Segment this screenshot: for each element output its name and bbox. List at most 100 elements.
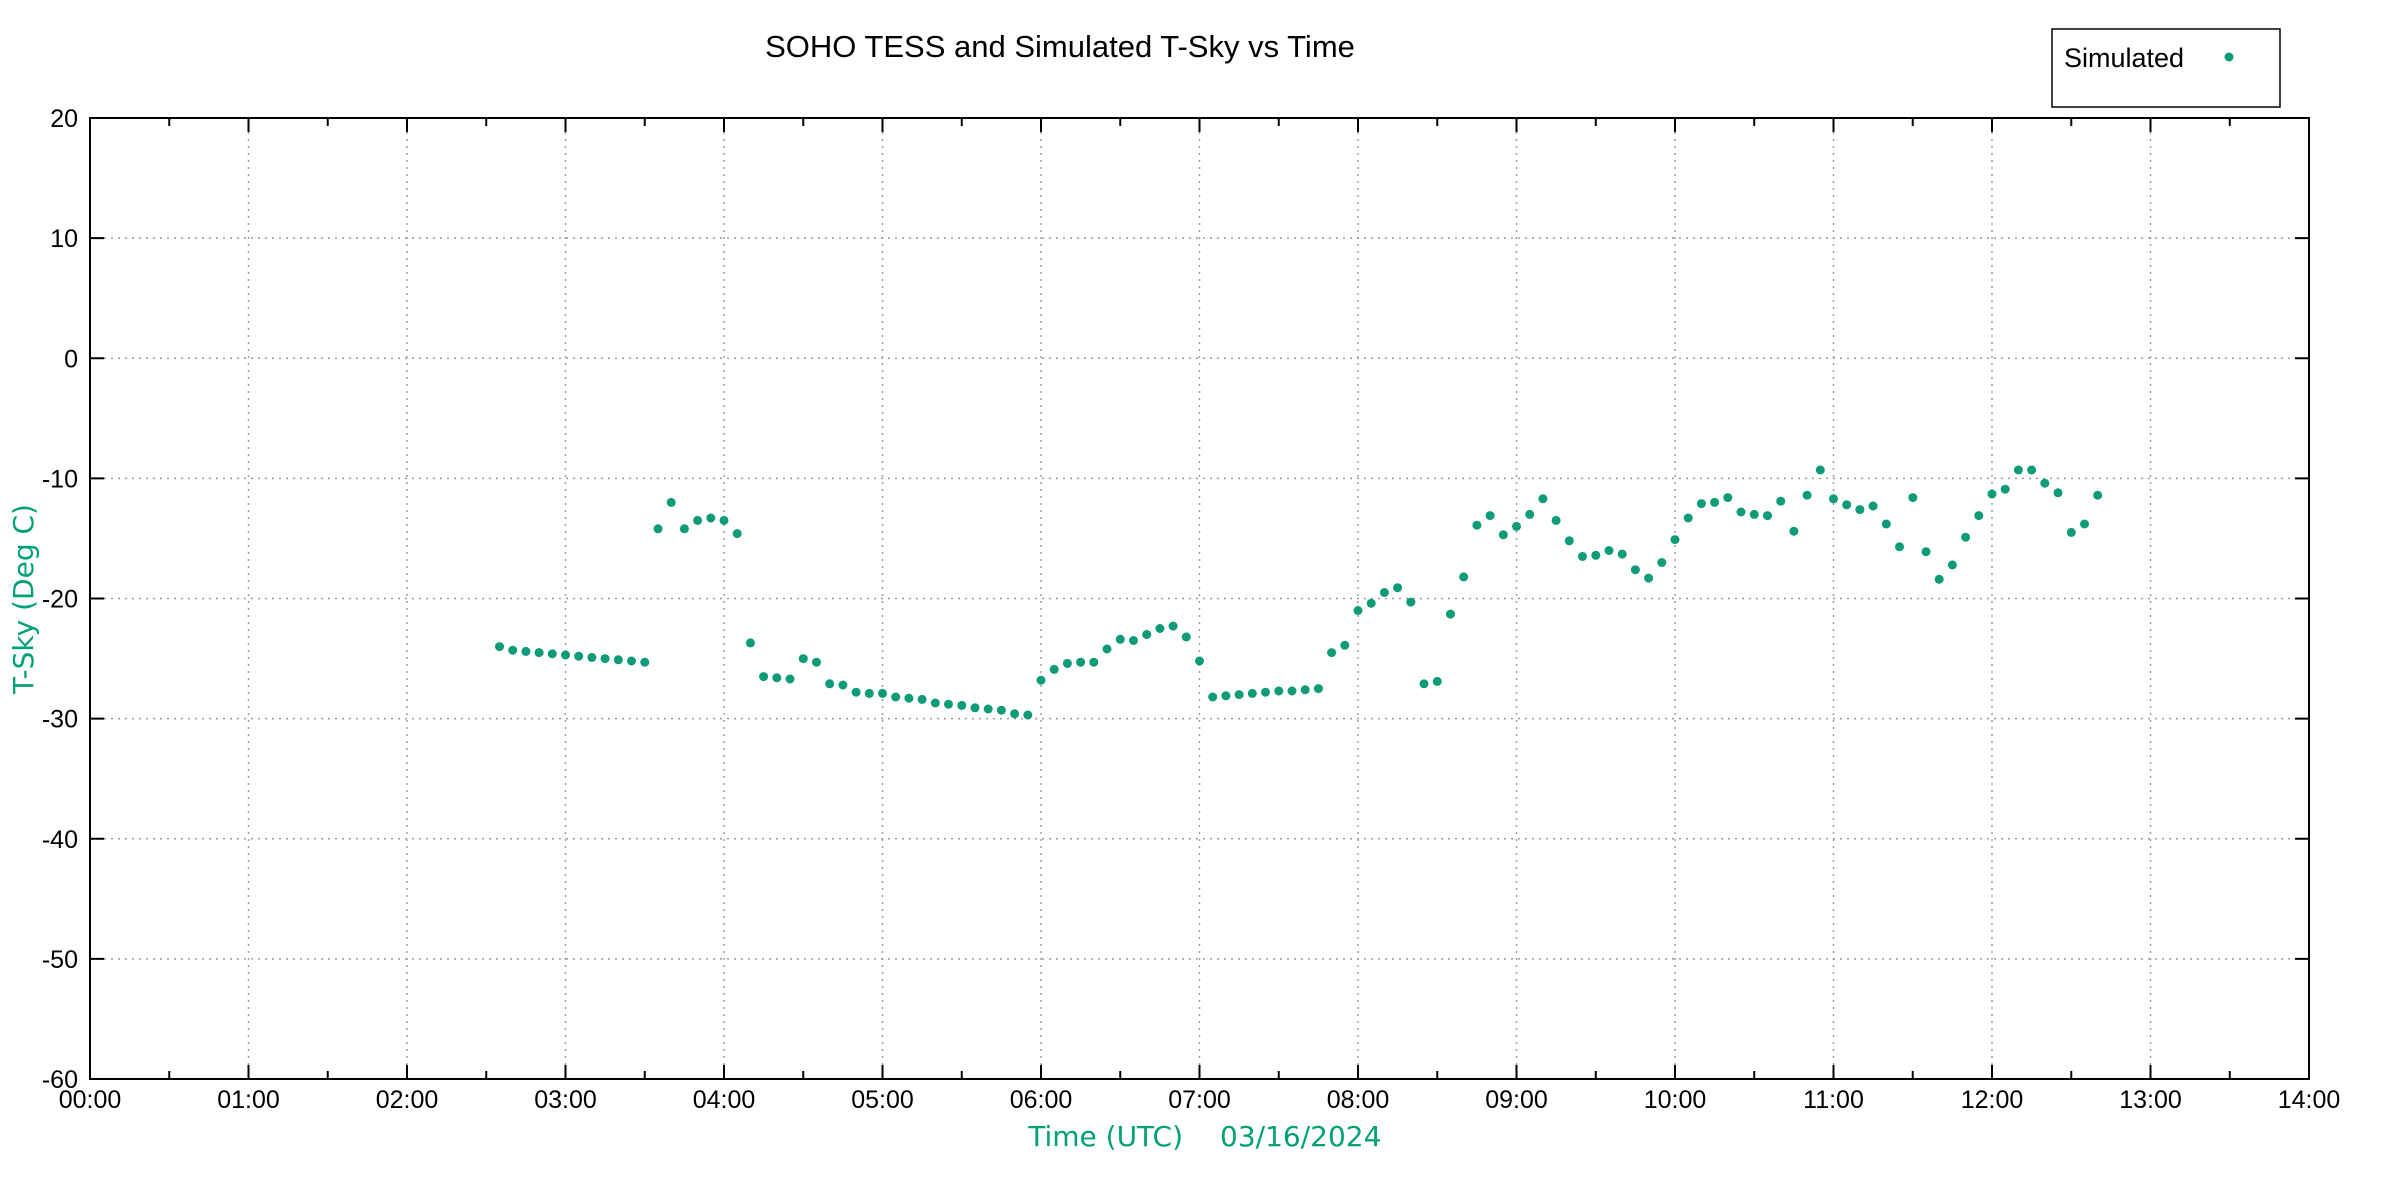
y-tick-label: -10	[42, 465, 78, 493]
data-point	[1696, 499, 1706, 509]
data-point	[1551, 515, 1561, 525]
data-point	[1366, 598, 1376, 608]
data-point	[1736, 507, 1746, 517]
data-point	[1287, 686, 1297, 696]
plot-border	[89, 117, 2310, 1080]
data-point	[1062, 658, 1072, 668]
data-point	[732, 529, 742, 539]
data-point	[1868, 501, 1878, 511]
data-points-series-simulated	[495, 465, 2103, 720]
x-tick-label: 06:00	[1010, 1086, 1073, 1114]
data-point	[1657, 558, 1667, 567]
data-point	[1617, 549, 1627, 559]
data-point	[1195, 656, 1204, 666]
data-point	[1921, 547, 1931, 557]
data-point	[1049, 664, 1059, 674]
data-point	[495, 642, 504, 652]
data-point	[2066, 527, 2076, 537]
x-tick-label: 10:00	[1644, 1086, 1707, 1114]
data-point	[534, 648, 544, 658]
y-tick-label: -30	[42, 706, 78, 734]
data-point	[1842, 500, 1852, 510]
data-point	[666, 497, 676, 507]
data-point	[1353, 606, 1363, 615]
data-point	[1115, 634, 1125, 644]
data-point	[1472, 520, 1482, 530]
legend: Simulated	[2051, 28, 2281, 108]
x-tick-label: 11:00	[1803, 1086, 1864, 1114]
data-point	[1683, 513, 1693, 523]
legend-marker-dot-icon	[2224, 52, 2234, 62]
data-point	[640, 657, 650, 667]
data-point	[1895, 542, 1904, 552]
data-point	[2040, 478, 2050, 488]
gridlines	[90, 118, 2309, 1079]
data-point	[508, 645, 518, 655]
data-point	[1208, 692, 1218, 702]
data-point	[1155, 624, 1165, 633]
data-point	[653, 524, 663, 534]
data-point	[983, 704, 993, 714]
data-point	[574, 651, 584, 661]
data-point	[957, 700, 967, 710]
legend-box	[2051, 28, 2281, 108]
y-tick-label: -50	[42, 946, 78, 974]
data-point	[1432, 676, 1442, 686]
data-point	[1393, 583, 1403, 593]
x-tick-label: 01:00	[217, 1086, 280, 1114]
data-point	[970, 703, 980, 713]
data-point	[1129, 636, 1138, 645]
x-tick-label: 13:00	[2119, 1086, 2182, 1114]
data-point	[1815, 465, 1825, 475]
data-point	[851, 687, 861, 697]
data-point	[1987, 489, 1997, 499]
data-point	[798, 654, 808, 664]
data-point	[547, 649, 557, 659]
legend-label: Simulated	[2064, 43, 2184, 73]
x-tick-label: 02:00	[376, 1086, 439, 1114]
data-point	[1340, 640, 1350, 650]
data-point	[1300, 685, 1310, 695]
data-point	[904, 693, 914, 703]
data-point	[1525, 509, 1535, 519]
data-point	[864, 688, 874, 698]
data-point	[1829, 494, 1838, 504]
data-point	[1379, 588, 1389, 597]
y-tick-labels: 20 10 0 -10 -20 -30 -40 -50 -60	[42, 105, 78, 1094]
data-point	[1855, 505, 1865, 515]
data-point	[785, 674, 795, 684]
data-point	[1974, 511, 1984, 521]
data-point	[825, 679, 835, 689]
data-point	[613, 655, 623, 665]
data-point	[1604, 546, 1614, 555]
data-point	[812, 657, 821, 667]
x-tick-label: 03:00	[534, 1086, 597, 1114]
data-point	[878, 688, 887, 698]
x-tick-label: 09:00	[1485, 1086, 1548, 1114]
data-point	[1419, 679, 1429, 689]
x-tick-label: 04:00	[693, 1086, 756, 1114]
data-point	[2093, 490, 2103, 500]
data-point	[1406, 597, 1416, 607]
data-point	[1908, 493, 1918, 503]
data-point	[891, 692, 901, 702]
data-point	[1881, 519, 1891, 529]
data-point	[1498, 530, 1508, 540]
data-point	[1789, 526, 1799, 536]
y-axis-label: T-Sky (Deg C)	[7, 504, 40, 695]
data-point	[1961, 532, 1971, 542]
data-point	[1749, 509, 1759, 519]
data-point	[1485, 511, 1495, 521]
x-axis-label: Time (UTC)	[1027, 1120, 1183, 1153]
data-point	[679, 524, 689, 534]
data-point	[1538, 494, 1548, 504]
data-point	[561, 650, 570, 660]
data-point	[1564, 536, 1574, 546]
data-point	[719, 515, 729, 525]
data-point	[627, 656, 636, 666]
data-point	[1036, 675, 1046, 685]
data-point	[2013, 465, 2023, 475]
data-point	[772, 673, 782, 683]
x-axis-date-label: 03/16/2024	[1220, 1120, 1381, 1153]
